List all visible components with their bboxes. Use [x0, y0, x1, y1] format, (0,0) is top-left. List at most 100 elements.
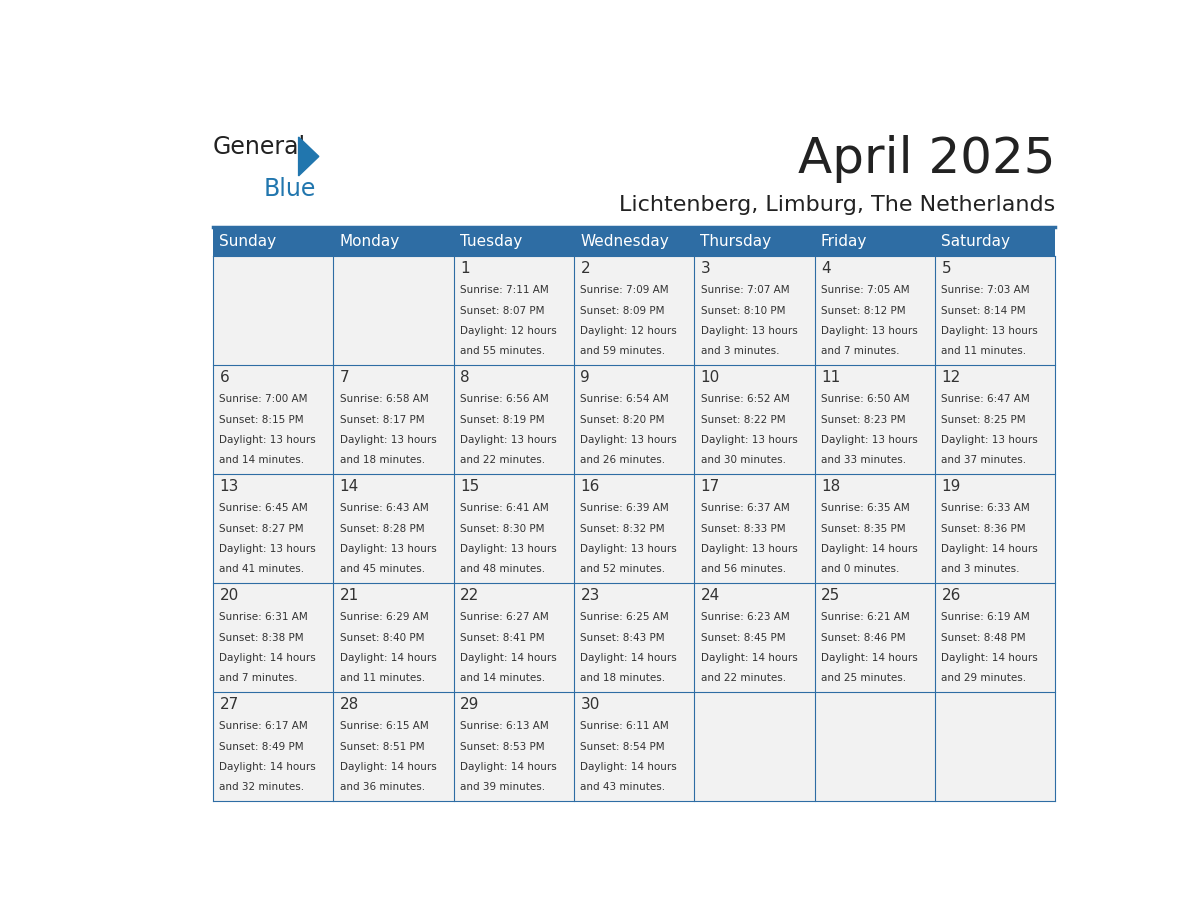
Text: Sunset: 8:14 PM: Sunset: 8:14 PM — [941, 306, 1026, 316]
Text: Sunrise: 6:21 AM: Sunrise: 6:21 AM — [821, 612, 910, 622]
Bar — [694, 692, 815, 801]
Bar — [334, 365, 454, 475]
Text: Sunrise: 6:56 AM: Sunrise: 6:56 AM — [460, 395, 549, 405]
Text: 7: 7 — [340, 371, 349, 386]
Text: Sunset: 8:53 PM: Sunset: 8:53 PM — [460, 742, 545, 752]
Text: Daylight: 14 hours: Daylight: 14 hours — [581, 653, 677, 663]
Text: 6: 6 — [220, 371, 229, 386]
Text: 10: 10 — [701, 371, 720, 386]
Text: Sunset: 8:46 PM: Sunset: 8:46 PM — [821, 633, 905, 643]
Bar — [213, 584, 334, 692]
Text: 29: 29 — [460, 698, 480, 712]
Text: 5: 5 — [941, 262, 952, 276]
Text: Sunset: 8:22 PM: Sunset: 8:22 PM — [701, 415, 785, 424]
Text: 12: 12 — [941, 371, 961, 386]
Text: and 45 minutes.: and 45 minutes. — [340, 564, 425, 574]
Text: 22: 22 — [460, 588, 479, 603]
Text: 15: 15 — [460, 479, 479, 495]
Text: and 3 minutes.: and 3 minutes. — [941, 564, 1020, 574]
Bar — [454, 256, 574, 365]
Text: Sunset: 8:36 PM: Sunset: 8:36 PM — [941, 523, 1026, 533]
Bar — [935, 475, 1055, 584]
Text: 1: 1 — [460, 262, 469, 276]
Text: Sunset: 8:30 PM: Sunset: 8:30 PM — [460, 523, 544, 533]
Text: Daylight: 13 hours: Daylight: 13 hours — [701, 326, 797, 336]
Text: Wednesday: Wednesday — [580, 234, 669, 249]
Text: Sunset: 8:23 PM: Sunset: 8:23 PM — [821, 415, 905, 424]
Text: Sunset: 8:45 PM: Sunset: 8:45 PM — [701, 633, 785, 643]
Text: Daylight: 13 hours: Daylight: 13 hours — [941, 326, 1038, 336]
Text: 27: 27 — [220, 698, 239, 712]
Text: and 56 minutes.: and 56 minutes. — [701, 564, 786, 574]
Text: 2: 2 — [581, 262, 590, 276]
Text: Sunset: 8:07 PM: Sunset: 8:07 PM — [460, 306, 544, 316]
Text: Lichtenberg, Limburg, The Netherlands: Lichtenberg, Limburg, The Netherlands — [619, 195, 1055, 215]
Text: Sunset: 8:27 PM: Sunset: 8:27 PM — [220, 523, 304, 533]
Text: Sunset: 8:28 PM: Sunset: 8:28 PM — [340, 523, 424, 533]
Bar — [213, 227, 1055, 256]
Text: and 32 minutes.: and 32 minutes. — [220, 782, 304, 792]
Text: Sunrise: 6:11 AM: Sunrise: 6:11 AM — [581, 722, 669, 732]
Bar — [694, 256, 815, 365]
Text: Daylight: 13 hours: Daylight: 13 hours — [460, 543, 557, 554]
Text: and 26 minutes.: and 26 minutes. — [581, 455, 665, 465]
Text: 20: 20 — [220, 588, 239, 603]
Bar — [694, 584, 815, 692]
Text: Monday: Monday — [340, 234, 399, 249]
Text: 19: 19 — [941, 479, 961, 495]
Text: and 29 minutes.: and 29 minutes. — [941, 673, 1026, 683]
Text: Sunset: 8:12 PM: Sunset: 8:12 PM — [821, 306, 905, 316]
Text: Daylight: 14 hours: Daylight: 14 hours — [340, 762, 436, 772]
Bar — [935, 256, 1055, 365]
Text: and 14 minutes.: and 14 minutes. — [220, 455, 304, 465]
Text: Daylight: 13 hours: Daylight: 13 hours — [941, 435, 1038, 444]
Text: and 22 minutes.: and 22 minutes. — [701, 673, 786, 683]
Text: Sunrise: 6:29 AM: Sunrise: 6:29 AM — [340, 612, 429, 622]
Text: 14: 14 — [340, 479, 359, 495]
Text: Tuesday: Tuesday — [460, 234, 522, 249]
Text: Sunrise: 6:41 AM: Sunrise: 6:41 AM — [460, 503, 549, 513]
Text: and 41 minutes.: and 41 minutes. — [220, 564, 304, 574]
Text: 16: 16 — [581, 479, 600, 495]
Bar — [574, 584, 694, 692]
Text: and 0 minutes.: and 0 minutes. — [821, 564, 899, 574]
Bar — [935, 365, 1055, 475]
Text: Sunrise: 6:45 AM: Sunrise: 6:45 AM — [220, 503, 308, 513]
Bar — [815, 256, 935, 365]
Text: Daylight: 14 hours: Daylight: 14 hours — [220, 653, 316, 663]
Text: and 18 minutes.: and 18 minutes. — [340, 455, 425, 465]
Text: Daylight: 14 hours: Daylight: 14 hours — [941, 653, 1038, 663]
Text: Daylight: 12 hours: Daylight: 12 hours — [460, 326, 557, 336]
Text: Sunset: 8:33 PM: Sunset: 8:33 PM — [701, 523, 785, 533]
Text: 8: 8 — [460, 371, 469, 386]
Text: Sunrise: 6:54 AM: Sunrise: 6:54 AM — [581, 395, 669, 405]
Text: Sunset: 8:25 PM: Sunset: 8:25 PM — [941, 415, 1026, 424]
Text: Daylight: 14 hours: Daylight: 14 hours — [460, 653, 557, 663]
Text: Daylight: 13 hours: Daylight: 13 hours — [821, 326, 918, 336]
Text: 25: 25 — [821, 588, 840, 603]
Text: 11: 11 — [821, 371, 840, 386]
Text: Daylight: 14 hours: Daylight: 14 hours — [460, 762, 557, 772]
Text: Saturday: Saturday — [941, 234, 1010, 249]
Text: Sunrise: 7:00 AM: Sunrise: 7:00 AM — [220, 395, 308, 405]
Text: April 2025: April 2025 — [798, 135, 1055, 183]
Text: Daylight: 14 hours: Daylight: 14 hours — [701, 653, 797, 663]
Text: Sunset: 8:41 PM: Sunset: 8:41 PM — [460, 633, 545, 643]
Bar — [815, 365, 935, 475]
Text: Friday: Friday — [821, 234, 867, 249]
Text: Sunrise: 6:25 AM: Sunrise: 6:25 AM — [581, 612, 669, 622]
Text: Daylight: 13 hours: Daylight: 13 hours — [220, 435, 316, 444]
Text: Sunset: 8:51 PM: Sunset: 8:51 PM — [340, 742, 424, 752]
Bar — [935, 692, 1055, 801]
Text: Sunset: 8:20 PM: Sunset: 8:20 PM — [581, 415, 665, 424]
Text: Sunrise: 7:05 AM: Sunrise: 7:05 AM — [821, 285, 910, 296]
Bar — [334, 256, 454, 365]
Text: Daylight: 13 hours: Daylight: 13 hours — [701, 435, 797, 444]
Text: and 59 minutes.: and 59 minutes. — [581, 346, 665, 356]
Bar — [213, 365, 334, 475]
Text: Sunrise: 6:35 AM: Sunrise: 6:35 AM — [821, 503, 910, 513]
Bar — [454, 584, 574, 692]
Text: Sunset: 8:35 PM: Sunset: 8:35 PM — [821, 523, 905, 533]
Bar — [213, 256, 334, 365]
Text: 9: 9 — [581, 371, 590, 386]
